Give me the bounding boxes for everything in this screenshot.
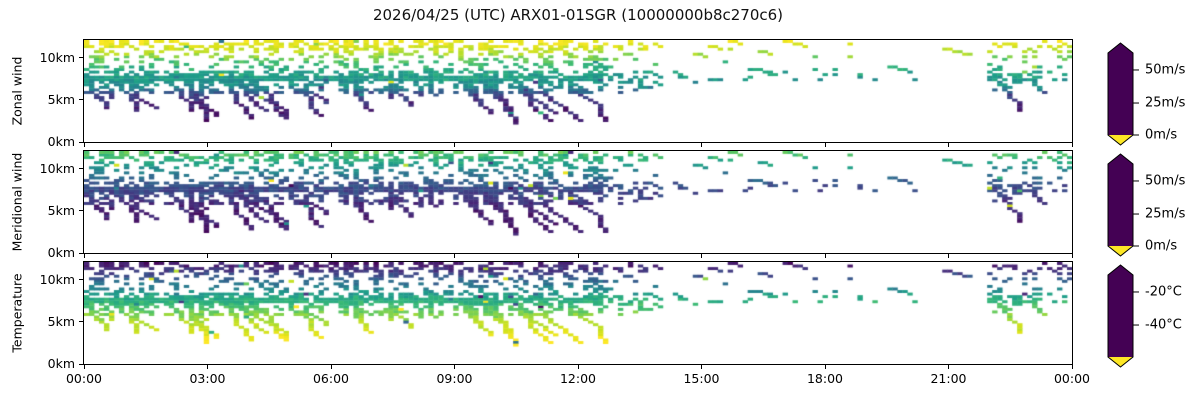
x-tick-label: 09:00 <box>436 371 473 386</box>
chart-title: 2026/04/25 (UTC) ARX01-01SGR (10000000b8… <box>372 6 784 24</box>
x-tick-zonal-wind <box>454 143 455 147</box>
y-tick-label-meridional-wind: 0km <box>47 245 75 260</box>
temperature-heatmap-canvas <box>84 262 1072 364</box>
x-tick-meridional-wind <box>1071 254 1073 258</box>
x-tick-zonal-wind <box>1071 143 1073 147</box>
x-tick-zonal-wind <box>824 143 826 147</box>
meridional-wind-heatmap-canvas <box>84 151 1072 253</box>
x-tick-temperature <box>83 365 85 369</box>
x-tick-meridional-wind <box>207 254 208 258</box>
colorbar-tick-label-zonal-wind: 25m/s <box>1145 95 1186 111</box>
x-tick-temperature <box>1071 365 1073 369</box>
x-tick-zonal-wind <box>701 143 702 147</box>
zonal-wind-heatmap-canvas <box>84 40 1072 142</box>
x-tick-zonal-wind <box>83 143 85 147</box>
x-tick-temperature <box>824 365 826 369</box>
y-tick-zonal-wind <box>79 99 83 101</box>
y-tick-temperature <box>79 321 83 323</box>
y-tick-temperature <box>79 363 83 365</box>
x-tick-label: 03:00 <box>189 371 226 386</box>
x-tick-label: 18:00 <box>806 371 844 386</box>
x-tick-temperature <box>454 365 455 369</box>
x-tick-temperature <box>701 365 702 369</box>
x-tick-zonal-wind <box>948 143 949 147</box>
colorbar-temperature <box>1107 264 1139 368</box>
x-tick-meridional-wind <box>454 254 455 258</box>
y-axis-label-zonal-wind: Zonal wind <box>9 56 25 126</box>
x-tick-label: 00:00 <box>65 371 103 386</box>
y-tick-meridional-wind <box>79 210 83 212</box>
colorbar-tick-label-meridional-wind: 25m/s <box>1145 206 1186 222</box>
colorbar-zonal-wind <box>1107 42 1139 146</box>
plot-frame-meridional-wind <box>83 150 1073 254</box>
x-tick-meridional-wind <box>948 254 949 258</box>
x-tick-label: 15:00 <box>683 371 720 386</box>
y-tick-meridional-wind <box>79 252 83 254</box>
x-tick-label: 21:00 <box>930 371 967 386</box>
x-tick-label: 00:00 <box>1053 371 1091 386</box>
y-tick-label-zonal-wind: 5km <box>47 91 75 107</box>
x-tick-temperature <box>207 365 208 369</box>
x-tick-meridional-wind <box>330 254 332 258</box>
colorbar-tick-label-temperature: -20°C <box>1145 284 1182 300</box>
x-tick-zonal-wind <box>330 143 332 147</box>
y-tick-label-zonal-wind: 0km <box>47 134 75 149</box>
colorbar-tick-label-meridional-wind: 0m/s <box>1145 238 1178 254</box>
colorbar-meridional-wind <box>1107 153 1139 257</box>
x-tick-meridional-wind <box>701 254 702 258</box>
x-tick-temperature <box>577 365 579 369</box>
x-tick-zonal-wind <box>577 143 579 147</box>
plot-frame-zonal-wind <box>83 39 1073 143</box>
colorbar-tick-label-zonal-wind: 50m/s <box>1145 62 1186 78</box>
colorbar-tick-label-zonal-wind: 0m/s <box>1145 127 1178 143</box>
x-tick-label: 06:00 <box>312 371 350 386</box>
x-tick-meridional-wind <box>577 254 579 258</box>
x-tick-temperature <box>330 365 332 369</box>
y-tick-label-meridional-wind: 5km <box>47 202 75 218</box>
y-tick-meridional-wind <box>79 168 83 170</box>
y-tick-label-meridional-wind: 10km <box>39 160 75 176</box>
y-tick-label-temperature: 10km <box>39 271 75 287</box>
colorbar-tick-label-meridional-wind: 50m/s <box>1145 173 1186 189</box>
y-tick-label-zonal-wind: 10km <box>39 49 75 65</box>
y-tick-zonal-wind <box>79 141 83 143</box>
plot-frame-temperature <box>83 261 1073 365</box>
x-tick-meridional-wind <box>83 254 85 258</box>
x-tick-temperature <box>948 365 949 369</box>
y-tick-temperature <box>79 279 83 281</box>
x-tick-zonal-wind <box>207 143 208 147</box>
colorbar-tick-label-temperature: -40°C <box>1145 317 1182 333</box>
x-tick-label: 12:00 <box>559 371 597 386</box>
x-tick-meridional-wind <box>824 254 826 258</box>
y-tick-label-temperature: 0km <box>47 356 75 371</box>
y-tick-zonal-wind <box>79 57 83 59</box>
y-tick-label-temperature: 5km <box>47 313 75 329</box>
